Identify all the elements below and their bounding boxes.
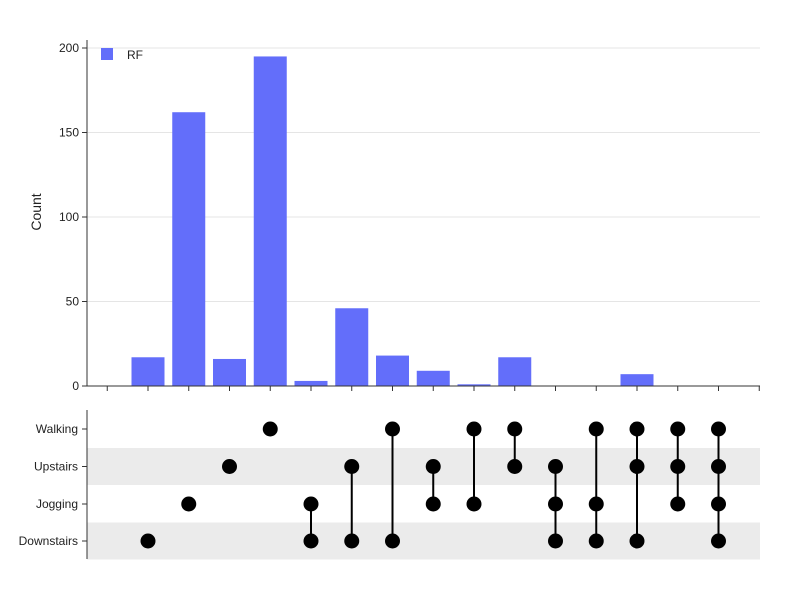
bar	[416, 370, 450, 386]
matrix-dot	[425, 496, 441, 512]
bar	[335, 308, 369, 386]
matrix-dot	[548, 533, 563, 549]
matrix-dot	[303, 496, 319, 512]
y-tick-label: 150	[59, 126, 79, 140]
y-tick-label: 200	[59, 41, 79, 55]
set-label-jogging: Jogging	[36, 497, 78, 511]
bars	[131, 56, 654, 386]
matrix-dot	[670, 496, 686, 512]
y-tick-label: 100	[59, 210, 79, 224]
matrix-dot	[548, 459, 563, 474]
matrix-dot	[181, 496, 197, 512]
bar	[498, 357, 532, 386]
legend: RF	[101, 48, 143, 62]
bar	[213, 358, 246, 386]
matrix-band-downstairs	[87, 522, 760, 560]
legend-swatch	[101, 48, 113, 60]
matrix-dot	[629, 533, 645, 549]
matrix-dot	[711, 421, 726, 437]
bar	[620, 374, 654, 386]
matrix-dot	[711, 459, 726, 474]
legend-label: RF	[127, 48, 143, 62]
matrix-dot	[507, 421, 523, 437]
matrix-dot	[588, 421, 604, 437]
matrix-dot	[385, 421, 400, 437]
matrix-dot	[588, 496, 604, 512]
bar	[131, 357, 165, 386]
set-labels: Walking Upstairs Jogging Downstairs	[19, 422, 87, 548]
matrix-dot	[466, 496, 482, 512]
matrix-dot	[670, 459, 686, 474]
bar	[294, 380, 328, 386]
y-tick-label: 50	[66, 295, 80, 309]
matrix-band-upstairs	[87, 448, 760, 485]
bar	[457, 384, 491, 386]
bar	[172, 112, 206, 386]
matrix-dot	[711, 533, 726, 549]
matrix-dot	[711, 496, 726, 512]
matrix-bands	[87, 448, 760, 560]
matrix-dot	[588, 533, 604, 549]
matrix-dot	[262, 421, 278, 437]
matrix-dot	[670, 421, 686, 437]
set-label-upstairs: Upstairs	[34, 460, 78, 474]
axes	[86, 40, 760, 559]
matrix-dot	[344, 459, 360, 474]
matrix-dot	[303, 533, 319, 549]
matrix-dot	[385, 533, 400, 549]
y-tick-labels: 0 50 100 150 200	[59, 41, 87, 393]
matrix-dot	[140, 533, 156, 549]
matrix-dot	[629, 421, 645, 437]
set-label-walking: Walking	[36, 422, 78, 436]
bar	[253, 56, 287, 386]
matrix-dot	[425, 459, 441, 474]
bar	[376, 355, 409, 386]
set-label-downstairs: Downstairs	[19, 534, 78, 548]
matrix-dot	[222, 459, 237, 474]
matrix-dot	[629, 459, 645, 474]
y-axis-title: Count	[28, 193, 44, 230]
y-tick-label: 0	[72, 379, 79, 393]
membership-matrix	[140, 421, 726, 549]
matrix-dot	[507, 459, 523, 474]
matrix-dot	[548, 496, 563, 512]
matrix-dot	[466, 421, 482, 437]
matrix-dot	[344, 533, 360, 549]
